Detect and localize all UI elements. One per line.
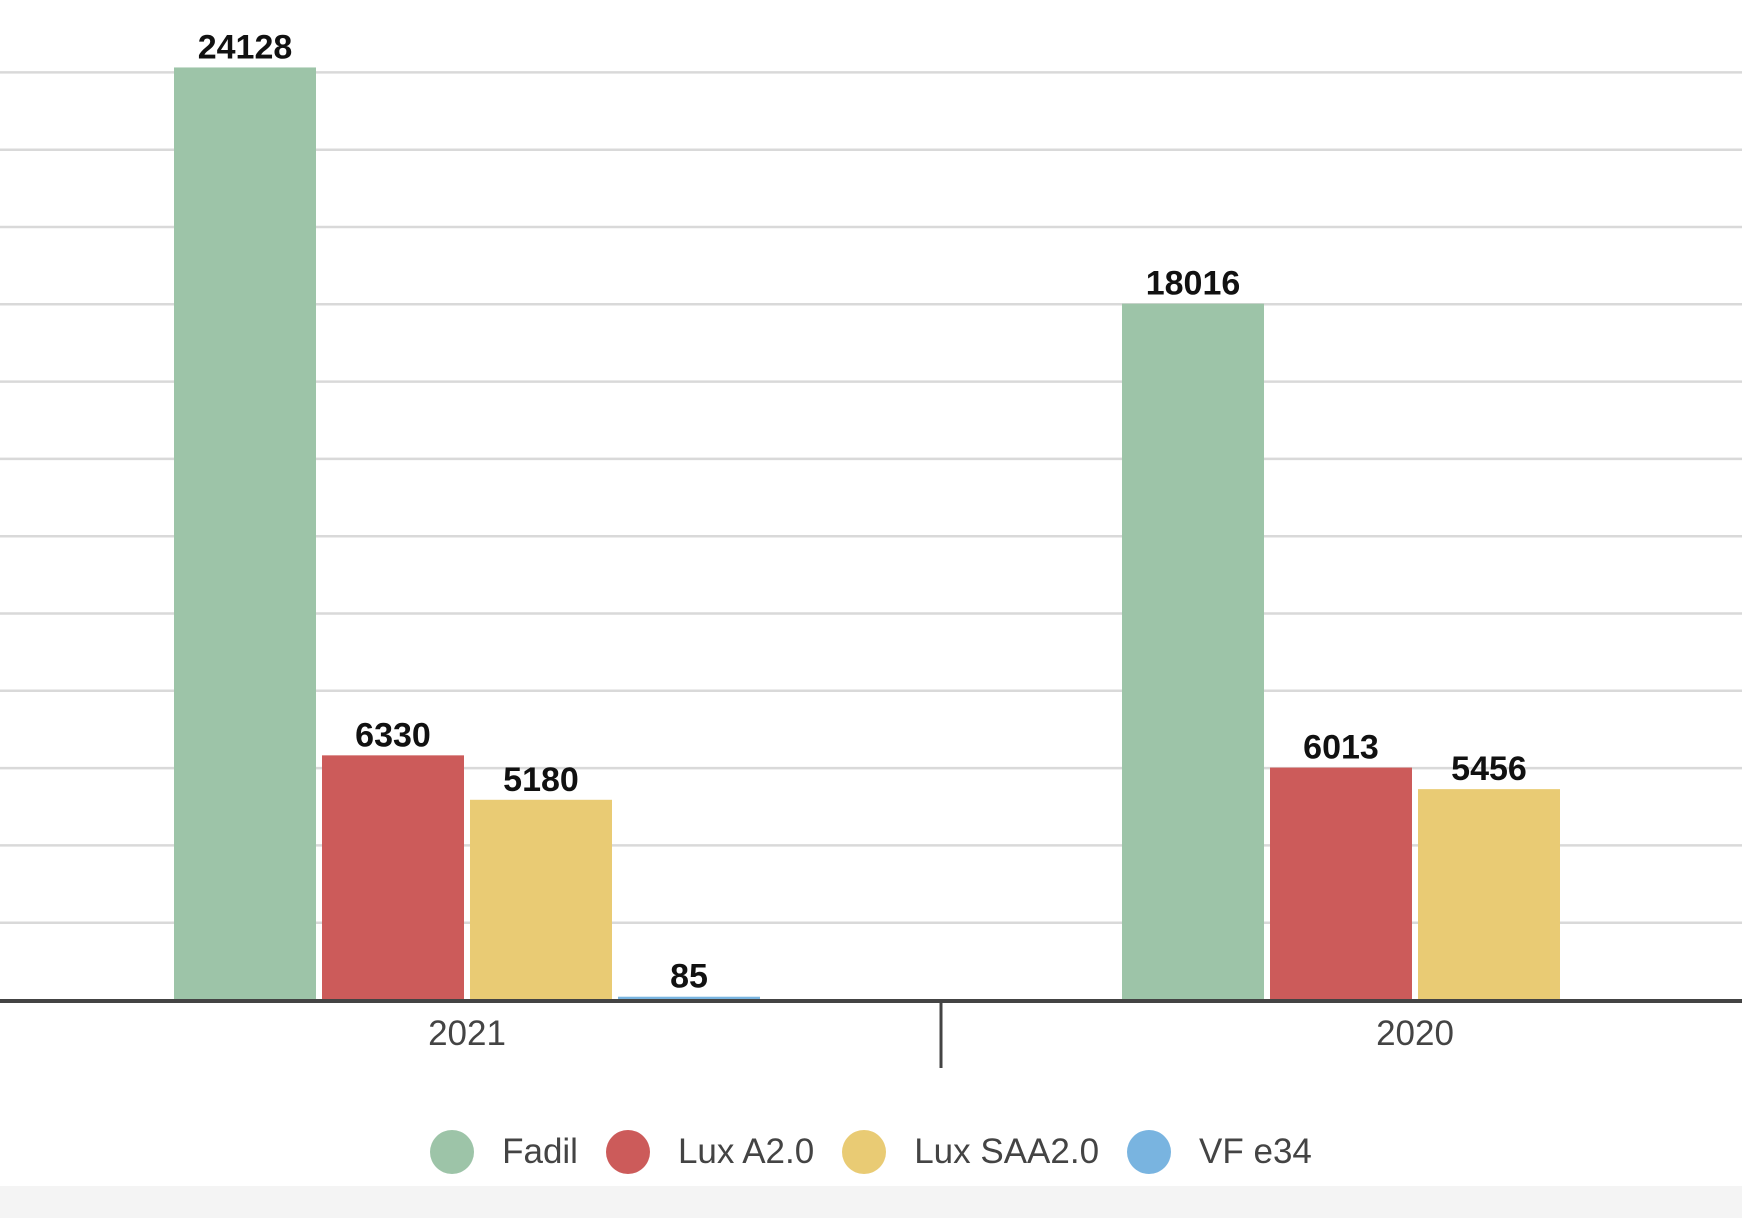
bar-fadil-2021 — [174, 67, 316, 1000]
legend-label: VF e34 — [1199, 1132, 1312, 1171]
bar-lux-saa2-0-2021 — [470, 799, 612, 1000]
legend-label: Lux SAA2.0 — [914, 1132, 1100, 1171]
legend-item: VF e34 — [1127, 1130, 1312, 1174]
data-label: 6330 — [355, 716, 431, 754]
data-label: 6013 — [1303, 729, 1379, 767]
legend-label: Fadil — [502, 1132, 578, 1171]
data-label: 5456 — [1451, 750, 1527, 788]
bar-fadil-2020 — [1122, 303, 1264, 1000]
legend-swatch — [1127, 1130, 1172, 1174]
data-label: 18016 — [1146, 265, 1241, 303]
bar-lux-saa2-0-2020 — [1418, 789, 1560, 1000]
bar-lux-a2-0-2021 — [322, 755, 464, 1000]
data-label: 5180 — [503, 761, 579, 799]
data-label: 24128 — [198, 28, 293, 66]
legend-swatch — [842, 1130, 887, 1174]
bar-vf-e34-2021 — [618, 996, 760, 1000]
legend-swatch — [605, 1130, 650, 1174]
bar-lux-a2-0-2020 — [1270, 767, 1412, 1000]
data-label: 85 — [670, 958, 708, 996]
legend-label: Lux A2.0 — [677, 1132, 815, 1171]
chart-legend: Fadil Lux A2.0 Lux SAA2.0 VF e34 — [0, 1130, 1742, 1174]
legend-item: Lux SAA2.0 — [842, 1130, 1099, 1174]
legend-swatch — [430, 1130, 475, 1174]
legend-item: Fadil — [430, 1130, 578, 1174]
x-tick-label: 2021 — [428, 1014, 506, 1053]
x-tick-label: 2020 — [1376, 1014, 1454, 1053]
legend-item: Lux A2.0 — [605, 1130, 815, 1174]
bottom-band — [0, 1186, 1742, 1218]
